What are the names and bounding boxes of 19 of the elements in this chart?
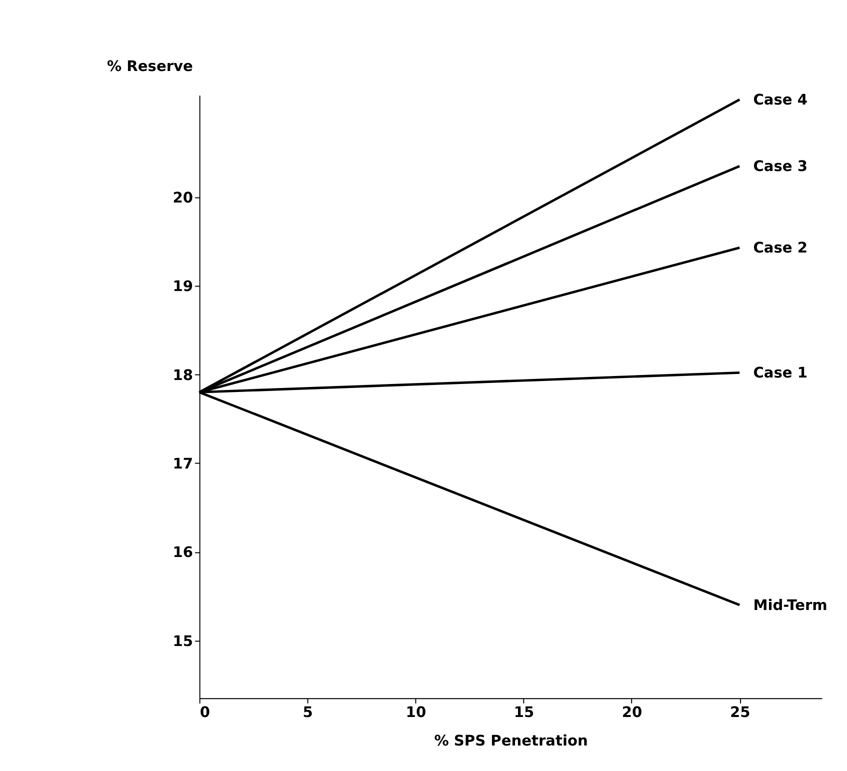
y-tick-label: 18 <box>172 366 194 384</box>
series-label: Mid-Term <box>753 596 828 614</box>
series-label: Case 1 <box>753 364 808 382</box>
y-axis-title: % Reserve <box>106 58 194 75</box>
x-tick-label: 5 <box>302 704 313 722</box>
series-label: Case 4 <box>753 91 808 108</box>
y-tick-label: 19 <box>172 278 194 296</box>
y-tick-label: 15 <box>172 632 194 650</box>
y-tick-label: 17 <box>172 455 194 472</box>
x-tick-label: 10 <box>406 704 426 722</box>
x-axis-title: % SPS Penetration <box>434 732 588 750</box>
series-label: Case 3 <box>753 158 808 175</box>
y-tick-label: 20 <box>172 189 194 206</box>
x-tick-label: 25 <box>730 704 750 722</box>
x-tick-label: 15 <box>514 704 534 722</box>
series-label: Case 2 <box>753 240 808 257</box>
y-tick-label: 16 <box>172 544 194 562</box>
x-tick-label: 20 <box>622 704 642 722</box>
x-tick-label: 0 <box>200 704 210 722</box>
